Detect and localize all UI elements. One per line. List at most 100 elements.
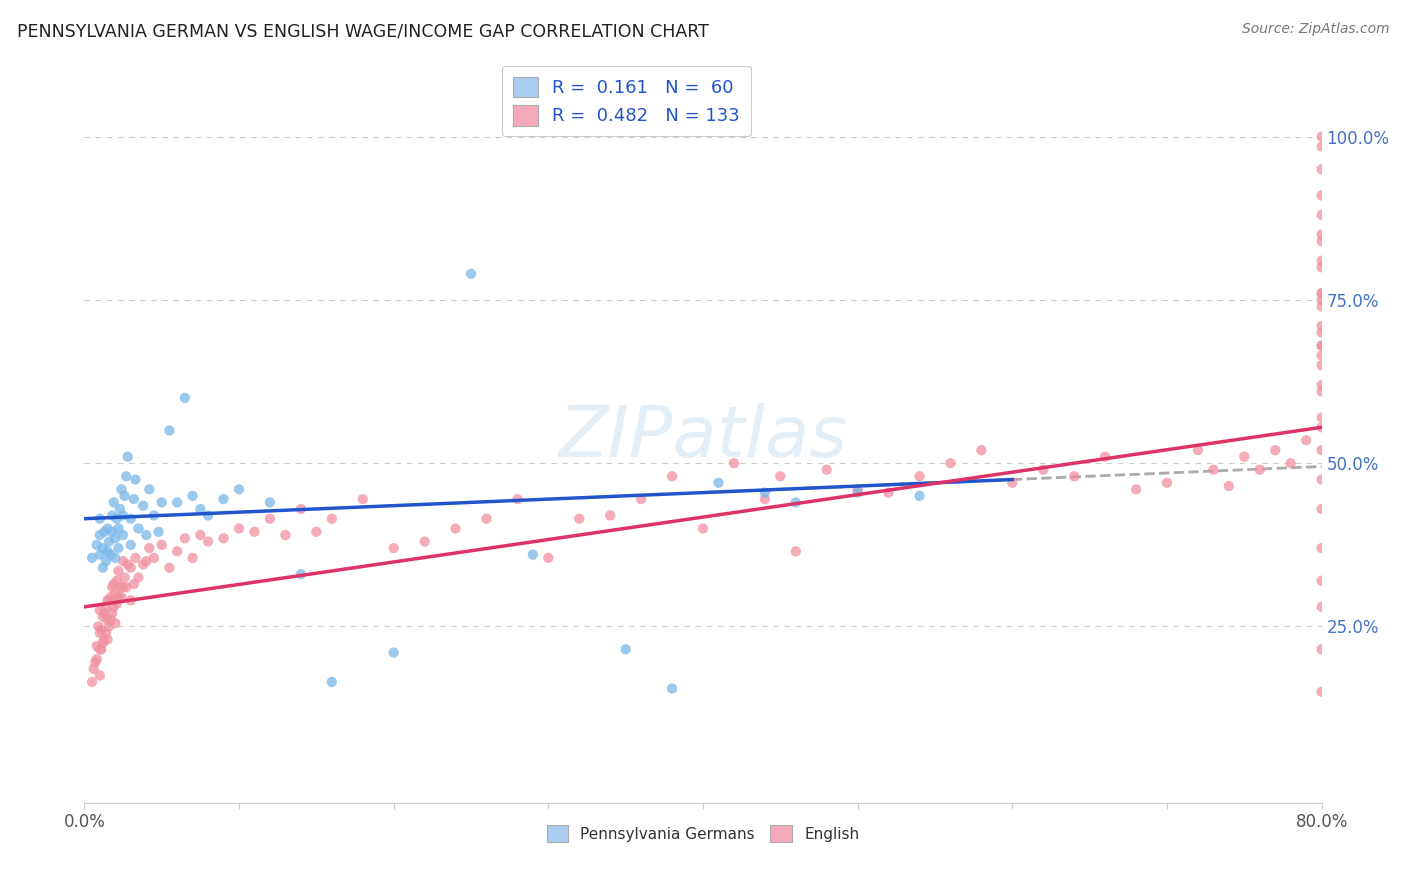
Point: [122, 577, 145, 591]
Point: [159, 560, 180, 574]
Point: [1310, 162, 1333, 177]
Point: [197, 508, 219, 523]
Point: [785, 495, 807, 509]
Point: [815, 463, 838, 477]
Point: [1032, 463, 1054, 477]
Text: PENNSYLVANIA GERMAN VS ENGLISH WAGE/INCOME GAP CORRELATION CHART: PENNSYLVANIA GERMAN VS ENGLISH WAGE/INCO…: [17, 22, 709, 40]
Point: [159, 424, 180, 438]
Point: [181, 550, 204, 565]
Point: [108, 502, 131, 516]
Point: [321, 512, 343, 526]
Point: [117, 558, 139, 572]
Point: [90, 623, 112, 637]
Point: [754, 492, 776, 507]
Point: [1233, 450, 1256, 464]
Point: [1310, 685, 1333, 699]
Point: [970, 443, 993, 458]
Point: [1218, 479, 1240, 493]
Point: [1310, 129, 1333, 144]
Point: [707, 475, 730, 490]
Point: [413, 534, 436, 549]
Point: [460, 267, 482, 281]
Point: [89, 642, 111, 657]
Point: [1310, 227, 1333, 242]
Point: [101, 508, 124, 523]
Text: ZIPatlas: ZIPatlas: [558, 402, 848, 472]
Point: [1310, 348, 1333, 362]
Point: [91, 560, 114, 574]
Point: [107, 541, 129, 555]
Point: [124, 473, 146, 487]
Point: [846, 485, 869, 500]
Point: [114, 570, 136, 584]
Point: [89, 626, 111, 640]
Point: [181, 489, 204, 503]
Point: [143, 508, 166, 523]
Point: [104, 531, 127, 545]
Point: [132, 558, 155, 572]
Point: [107, 590, 129, 604]
Point: [305, 524, 328, 539]
Point: [103, 577, 125, 591]
Point: [127, 521, 149, 535]
Point: [197, 534, 219, 549]
Point: [382, 646, 405, 660]
Point: [105, 574, 128, 588]
Point: [143, 550, 166, 565]
Point: [1310, 293, 1333, 307]
Point: [101, 580, 124, 594]
Point: [259, 512, 281, 526]
Point: [877, 485, 900, 500]
Point: [1310, 338, 1333, 352]
Point: [1310, 473, 1333, 487]
Point: [1310, 253, 1333, 268]
Point: [1310, 326, 1333, 340]
Point: [1310, 338, 1333, 352]
Point: [86, 538, 108, 552]
Point: [174, 531, 197, 545]
Point: [166, 495, 188, 509]
Point: [1310, 139, 1333, 153]
Point: [166, 544, 188, 558]
Point: [259, 495, 281, 509]
Point: [1310, 410, 1333, 425]
Point: [82, 675, 104, 690]
Point: [148, 524, 170, 539]
Point: [110, 483, 132, 497]
Point: [107, 521, 129, 535]
Point: [352, 492, 374, 507]
Point: [290, 567, 312, 582]
Point: [1125, 483, 1147, 497]
Point: [1310, 234, 1333, 248]
Point: [120, 560, 142, 574]
Point: [100, 613, 122, 627]
Point: [150, 495, 173, 509]
Point: [96, 521, 118, 535]
Point: [89, 528, 111, 542]
Point: [754, 485, 776, 500]
Point: [98, 534, 121, 549]
Point: [228, 521, 250, 535]
Point: [599, 508, 621, 523]
Point: [846, 483, 869, 497]
Point: [91, 609, 114, 624]
Point: [1187, 443, 1209, 458]
Point: [90, 642, 112, 657]
Point: [1310, 188, 1333, 202]
Point: [723, 456, 745, 470]
Point: [1310, 642, 1333, 657]
Point: [91, 636, 114, 650]
Point: [112, 554, 135, 568]
Point: [274, 528, 297, 542]
Point: [115, 580, 138, 594]
Point: [89, 548, 111, 562]
Point: [94, 554, 117, 568]
Point: [82, 550, 104, 565]
Point: [1310, 420, 1333, 434]
Point: [1310, 319, 1333, 334]
Point: [1063, 469, 1085, 483]
Point: [117, 450, 139, 464]
Point: [86, 639, 108, 653]
Point: [150, 538, 173, 552]
Point: [1310, 300, 1333, 314]
